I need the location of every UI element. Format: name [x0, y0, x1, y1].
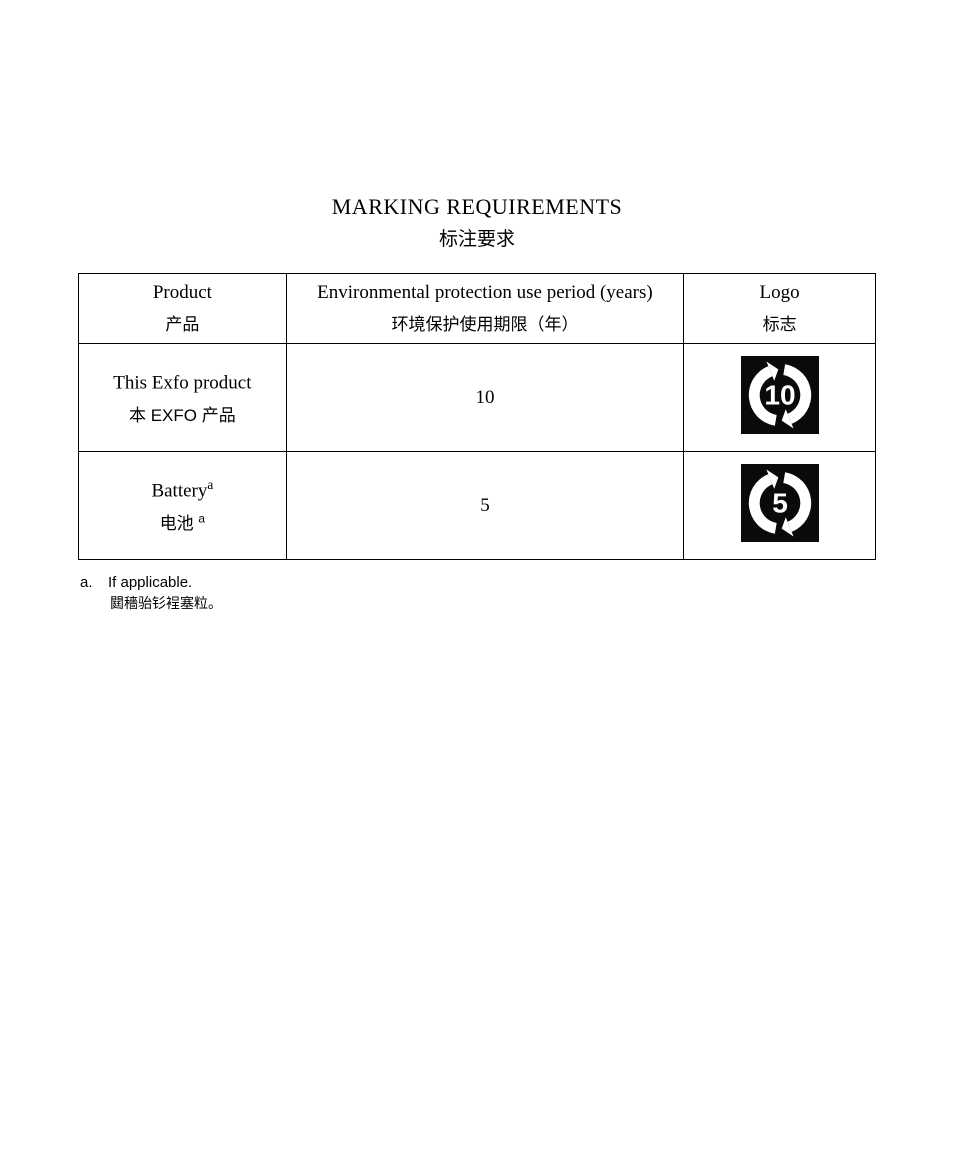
cell-product: This Exfo product 本 EXFO 产品 [79, 344, 287, 452]
header-product: Product 产品 [79, 274, 287, 344]
cell-period: 10 [286, 344, 683, 452]
header-logo: Logo 标志 [684, 274, 876, 344]
header-period: Environmental protection use period (yea… [286, 274, 683, 344]
title-zh: 标注要求 [78, 224, 876, 251]
cell-product-zh: 电池 a [85, 509, 280, 534]
header-logo-en: Logo [690, 282, 869, 304]
header-product-zh: 产品 [85, 310, 280, 335]
header-period-en: Environmental protection use period (yea… [293, 282, 677, 304]
epup-logo-icon: 10 [741, 356, 819, 439]
footnote: a.If applicable. 閮穡骀钐裎塞粒。 [80, 574, 876, 613]
header-logo-zh: 标志 [690, 310, 869, 335]
product-zh-text: 电池 [160, 514, 199, 533]
title-en: MARKING REQUIREMENTS [78, 194, 876, 220]
product-sup: a [207, 477, 213, 492]
table-row: This Exfo product 本 EXFO 产品 10 10 [79, 344, 876, 452]
product-sup-zh: a [198, 511, 205, 525]
footnote-marker: a. [80, 574, 108, 591]
cell-logo: 5 [684, 452, 876, 560]
title-block: MARKING REQUIREMENTS 标注要求 [78, 194, 876, 251]
header-period-zh: 环境保护使用期限（年） [293, 310, 677, 335]
cell-product: Batterya 电池 a [79, 452, 287, 560]
product-en-text: This Exfo product [113, 373, 251, 394]
marking-table: Product 产品 Environmental protection use … [78, 273, 876, 560]
product-zh-text: 本 EXFO 产品 [129, 406, 236, 425]
cell-logo: 10 [684, 344, 876, 452]
footnote-en: If applicable. [108, 574, 192, 591]
epup-logo-icon: 5 [741, 464, 819, 547]
product-en-text: Battery [151, 481, 207, 502]
cell-product-en: This Exfo product [85, 369, 280, 394]
svg-text:10: 10 [764, 380, 795, 411]
table-header-row: Product 产品 Environmental protection use … [79, 274, 876, 344]
header-product-en: Product [85, 282, 280, 304]
table-row: Batterya 电池 a 5 5 [79, 452, 876, 560]
svg-text:5: 5 [772, 488, 788, 519]
cell-product-zh: 本 EXFO 产品 [85, 401, 280, 426]
footnote-zh: 閮穡骀钐裎塞粒。 [110, 593, 876, 613]
cell-product-en: Batterya [85, 477, 280, 502]
cell-period: 5 [286, 452, 683, 560]
